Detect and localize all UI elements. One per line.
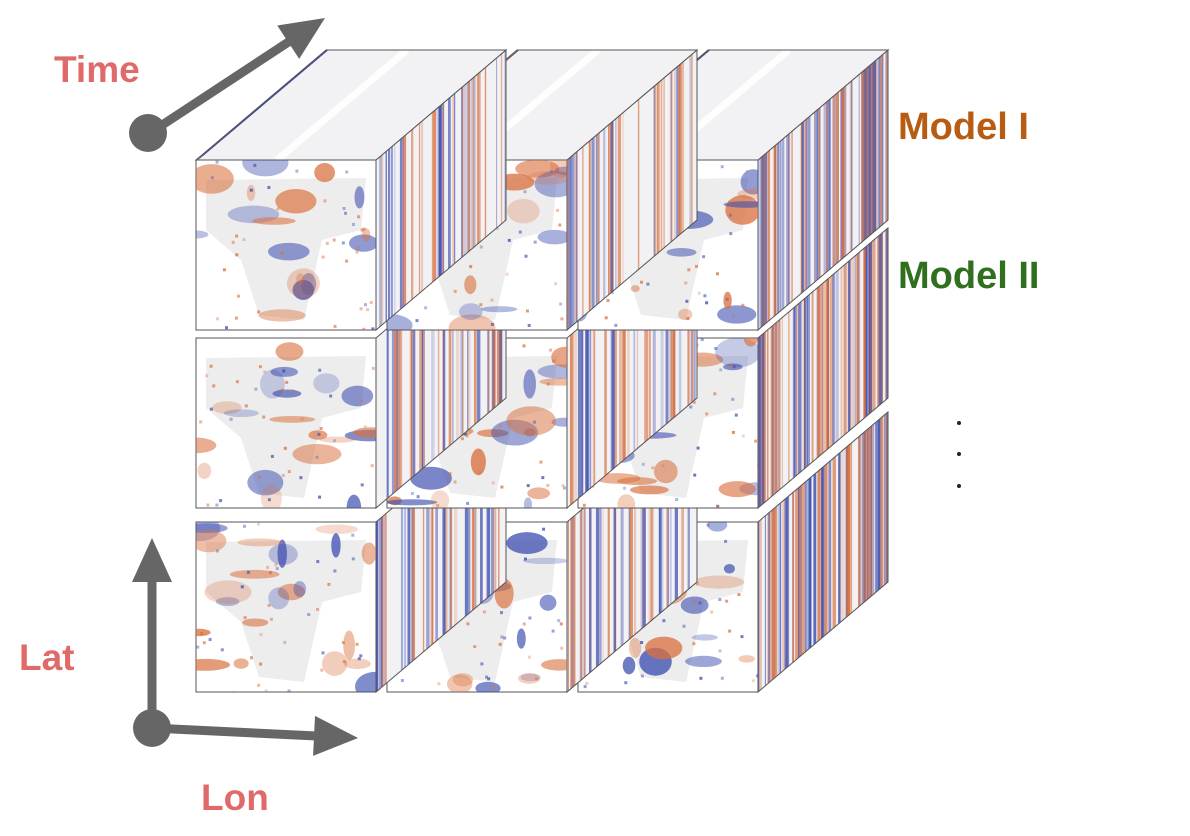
model-2-label: Model II	[898, 255, 1040, 297]
time-axis-label: Time	[54, 49, 140, 90]
map-face	[195, 337, 377, 509]
time-series-top-face	[194, 49, 508, 161]
more-models-dot	[957, 452, 961, 456]
lon-axis-label: Lon	[201, 777, 269, 818]
lat-axis-label: Lat	[19, 637, 75, 678]
time-series-side-face	[757, 226, 889, 510]
model-1-label: Model I	[898, 106, 1029, 148]
time-axis-origin	[129, 114, 167, 152]
data-block	[194, 48, 508, 332]
data-block	[757, 226, 889, 510]
axis-arrow-head	[132, 538, 172, 582]
data-cube	[194, 48, 890, 694]
map-face	[195, 159, 377, 331]
axis-arrow-shaft	[145, 37, 293, 138]
more-models-dot	[957, 421, 961, 425]
axes-arrows	[129, 18, 358, 756]
more-models-dot	[957, 484, 961, 488]
lat-lon-axis-origin	[133, 709, 171, 747]
axis-arrow-head	[313, 715, 358, 756]
axis-arrow-shaft	[147, 723, 319, 741]
axis-arrow-head	[277, 18, 325, 59]
map-face	[195, 521, 377, 693]
